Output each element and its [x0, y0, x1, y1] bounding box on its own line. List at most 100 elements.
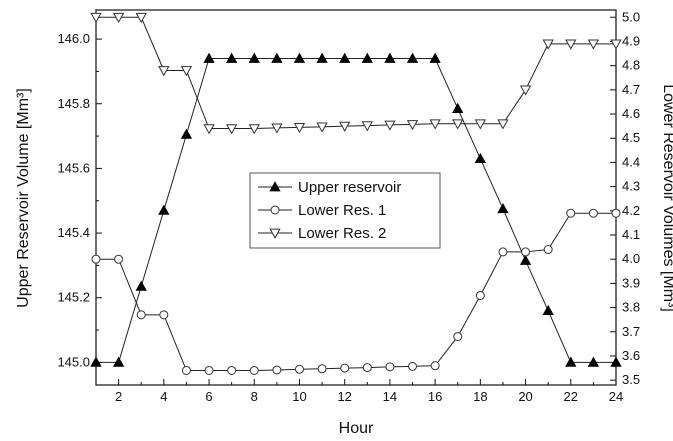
right-y-tick-label: 3.6	[622, 348, 640, 363]
data-point	[316, 122, 328, 133]
legend-marker	[270, 205, 280, 215]
data-point	[497, 119, 509, 130]
right-y-tick-label: 4.1	[622, 227, 640, 242]
right-y-axis-title: Lower Reservoir Volumes [Mm³]	[660, 84, 673, 312]
right-y-tick-label: 4.3	[622, 179, 640, 194]
data-point	[204, 365, 214, 375]
data-point	[611, 208, 621, 218]
data-point	[112, 12, 125, 24]
data-point	[565, 39, 577, 50]
data-point	[452, 119, 464, 130]
right-y-tick-label: 4.9	[622, 33, 640, 48]
right-y-tick-label: 3.9	[622, 275, 640, 290]
data-point	[384, 52, 396, 63]
series-3	[90, 12, 622, 135]
data-point	[158, 204, 170, 215]
data-point	[521, 247, 531, 257]
right-y-tick-label: 5.0	[622, 9, 640, 24]
data-point	[340, 363, 350, 373]
data-point	[566, 208, 576, 218]
data-point	[248, 52, 260, 63]
data-point	[135, 280, 147, 291]
x-axis-ticks: 2 4 6 8 10 12 14 16 18 20 22 24	[95, 379, 623, 404]
right-y-tick-label: 4.4	[622, 154, 640, 169]
x-tick-label: 8	[251, 389, 258, 404]
data-point	[519, 254, 532, 265]
data-point	[339, 121, 351, 132]
data-point	[271, 123, 283, 134]
left-y-tick-label: 145.8	[57, 96, 90, 111]
data-point	[475, 290, 485, 300]
x-tick-label: 12	[337, 389, 351, 404]
data-point	[181, 365, 191, 375]
legend-marker	[269, 228, 281, 239]
data-point	[135, 12, 147, 24]
x-tick-label: 18	[473, 389, 487, 404]
data-point	[406, 120, 419, 131]
right-y-tick-label: 3.5	[622, 372, 640, 387]
data-point	[248, 124, 260, 135]
right-y-tick-label: 4.2	[622, 203, 640, 218]
left-y-tick-label: 145.6	[57, 160, 90, 175]
data-point	[114, 254, 124, 264]
data-point	[112, 356, 125, 367]
data-point	[136, 310, 146, 320]
right-y-tick-label: 4.8	[622, 58, 640, 73]
x-axis-title: Hour	[339, 420, 374, 437]
x-tick-label: 16	[428, 389, 442, 404]
data-point	[226, 124, 238, 135]
left-y-axis-ticks: 145.0 145.2 145.4 145.6 145.8 146.0	[57, 31, 102, 369]
data-point	[226, 52, 238, 63]
data-point	[91, 254, 101, 264]
data-point	[90, 12, 102, 24]
x-tick-label: 22	[564, 389, 578, 404]
data-point	[542, 39, 554, 50]
data-point	[294, 364, 304, 374]
left-y-tick-label: 145.4	[57, 225, 90, 240]
data-point	[474, 119, 486, 130]
right-y-tick-label: 4.0	[622, 251, 640, 266]
plot-frame	[95, 9, 617, 386]
data-point	[587, 356, 600, 367]
data-point	[249, 365, 259, 375]
left-y-tick-label: 146.0	[57, 31, 90, 46]
legend-label: Lower Res. 2	[298, 225, 386, 242]
data-point	[610, 39, 622, 50]
data-point	[293, 52, 306, 63]
data-point	[361, 121, 373, 132]
data-point	[159, 310, 169, 320]
right-y-tick-label: 4.7	[622, 82, 640, 97]
data-point	[429, 52, 441, 63]
x-tick-label: 14	[383, 389, 397, 404]
data-point	[385, 362, 395, 372]
data-point	[90, 356, 102, 367]
data-point	[293, 122, 306, 134]
right-y-axis-ticks: 3.5 3.6 3.7 3.8 3.9 4.0 4.1 4.2 4.3 4.4 4.5 4.6 4.7 4…	[610, 9, 640, 387]
data-point	[610, 356, 622, 367]
legend-label: Lower Res. 1	[298, 202, 386, 219]
left-y-axis-title: Upper Reservoir Volume [Mm³]	[15, 88, 32, 308]
data-point	[271, 52, 283, 63]
left-y-tick-label: 145.2	[57, 290, 90, 305]
data-point	[542, 304, 554, 315]
x-tick-label: 24	[609, 389, 623, 404]
legend-entry: Lower Res. 1	[258, 202, 386, 219]
data-point	[452, 102, 464, 113]
data-point	[316, 52, 328, 63]
right-y-tick-label: 3.8	[622, 300, 640, 315]
data-point	[227, 365, 237, 375]
series-1	[90, 52, 622, 367]
data-point	[430, 361, 440, 371]
data-point	[498, 247, 508, 257]
legend-entry: Lower Res. 2	[258, 225, 386, 242]
data-point	[587, 39, 600, 50]
data-point	[474, 152, 486, 164]
data-point	[180, 66, 193, 77]
data-point	[361, 52, 373, 63]
data-point	[406, 52, 419, 63]
left-y-tick-label: 145.0	[57, 354, 90, 369]
data-point	[203, 124, 215, 135]
x-tick-label: 20	[518, 389, 532, 404]
legend-marker	[269, 181, 281, 192]
data-point	[519, 85, 532, 96]
